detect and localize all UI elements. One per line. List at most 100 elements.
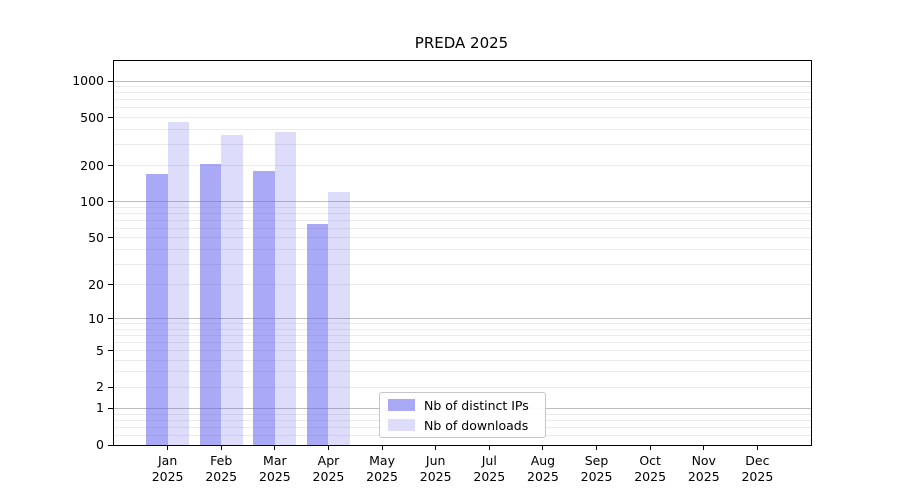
x-tick-year: 2025: [205, 468, 238, 484]
y-tick-mark: [108, 237, 113, 239]
x-tick-year: 2025: [258, 468, 291, 484]
gridline-minor: [114, 334, 811, 336]
y-tick-label-1000: 1000: [72, 73, 104, 89]
x-tick-mark: [756, 446, 758, 450]
x-tick-year: 2025: [419, 468, 452, 484]
bar-nb-of-downloads-apr: [328, 191, 350, 445]
x-tick-label-sep: Sep 2025: [565, 453, 629, 484]
gridline-major: [114, 318, 811, 320]
x-tick-mark: [274, 446, 276, 450]
x-tick-year: 2025: [151, 468, 184, 484]
x-tick-mark: [327, 446, 329, 450]
x-tick-label-dec: Dec 2025: [725, 453, 789, 484]
gridline-minor: [114, 107, 811, 109]
gridline-minor: [114, 213, 811, 214]
x-tick-month: Dec: [745, 453, 770, 468]
gridline-minor: [114, 86, 811, 88]
x-tick-month: Mar: [263, 453, 287, 468]
y-tick-label-1: 1: [96, 400, 104, 416]
x-tick-mark: [649, 446, 651, 450]
gridline-minor: [114, 143, 811, 145]
x-tick-month: Feb: [210, 453, 233, 468]
gridline-minor: [114, 227, 811, 229]
x-tick-mark: [596, 446, 598, 450]
x-tick-month: Nov: [691, 453, 716, 468]
x-tick-label-mar: Mar 2025: [243, 453, 307, 484]
x-tick-year: 2025: [687, 468, 720, 484]
gridline-minor: [114, 237, 811, 239]
gridline-major: [114, 201, 811, 203]
gridline-minor: [114, 284, 811, 286]
x-tick-year: 2025: [634, 468, 667, 484]
y-tick-mark: [108, 350, 113, 352]
y-tick-mark: [108, 407, 113, 409]
x-tick-month: Jun: [425, 453, 446, 468]
y-tick-mark: [108, 201, 113, 203]
gridline-minor: [114, 341, 811, 343]
legend-label-distinct-ips: Nb of distinct IPs: [424, 397, 529, 413]
y-tick-mark: [108, 117, 113, 119]
x-tick-label-aug: Aug 2025: [511, 453, 575, 484]
gridline-minor: [114, 219, 811, 221]
gridline-minor: [114, 165, 811, 167]
gridline-minor: [114, 359, 811, 361]
gridline-major: [114, 80, 811, 82]
gridline-minor: [114, 128, 811, 130]
y-tick-mark: [108, 165, 113, 167]
x-tick-month: Sep: [584, 453, 609, 468]
x-tick-month: Aug: [530, 453, 556, 468]
x-tick-mark: [220, 446, 222, 450]
x-tick-year: 2025: [527, 468, 559, 484]
legend-swatch-distinct-ips: [388, 399, 415, 411]
gridline-minor: [114, 371, 811, 373]
bar-nb-of-downloads-mar: [274, 131, 297, 445]
y-tick-label-2: 2: [96, 379, 104, 395]
y-tick-label-10: 10: [88, 310, 104, 326]
gridline-minor: [114, 263, 811, 265]
x-tick-year: 2025: [580, 468, 613, 484]
gridline-minor: [114, 328, 811, 330]
plot-area: Nb of distinct IPs Nb of downloads 0 1 2 5 1…: [72, 60, 812, 484]
x-tick-month: Jul: [481, 453, 497, 468]
bar-nb-of-downloads-feb: [221, 134, 243, 445]
y-tick-mark: [108, 386, 113, 388]
x-tick-mark: [542, 446, 544, 450]
x-tick-label-apr: Apr 2025: [296, 453, 360, 484]
bar-nb-of-distinct-ips-feb: [199, 164, 222, 445]
y-tick-label-500: 500: [80, 109, 104, 125]
x-tick-month: Oct: [639, 453, 661, 468]
x-tick-mark: [167, 446, 169, 450]
y-tick-mark: [108, 80, 113, 82]
x-tick-mark: [488, 446, 490, 450]
x-tick-label-jan: Jan 2025: [136, 453, 200, 484]
x-tick-month: Apr: [317, 453, 340, 468]
y-tick-label-5: 5: [96, 342, 104, 358]
bar-nb-of-distinct-ips-jan: [146, 174, 168, 445]
x-tick-year: 2025: [312, 468, 345, 484]
y-tick-label-200: 200: [80, 157, 104, 173]
x-tick-label-feb: Feb 2025: [189, 453, 253, 484]
x-tick-label-may: May 2025: [350, 453, 414, 484]
y-tick-label-0: 0: [96, 437, 104, 452]
x-tick-mark: [435, 446, 437, 450]
x-tick-month: May: [369, 453, 395, 468]
y-tick-label-20: 20: [88, 276, 104, 292]
x-tick-label-jul: Jul 2025: [457, 453, 521, 484]
gridline-minor: [114, 99, 811, 101]
x-tick-year: 2025: [473, 468, 506, 484]
legend-label-downloads: Nb of downloads: [424, 417, 529, 433]
legend-item-distinct-ips: Nb of distinct IPs: [388, 398, 537, 413]
y-tick-label-50: 50: [88, 229, 104, 245]
legend-item-downloads: Nb of downloads: [388, 418, 537, 433]
gridline-minor: [114, 206, 811, 208]
gridline-minor: [114, 117, 811, 119]
x-tick-label-oct: Oct 2025: [618, 453, 682, 484]
legend-swatch-downloads: [388, 419, 415, 431]
x-tick-label-jun: Jun 2025: [404, 453, 468, 484]
gridline-minor: [114, 248, 811, 250]
gridline-minor: [114, 350, 811, 352]
chart-title: PREDA 2025: [414, 34, 509, 52]
x-tick-month: Jan: [157, 453, 178, 468]
gridline-minor: [114, 323, 811, 325]
